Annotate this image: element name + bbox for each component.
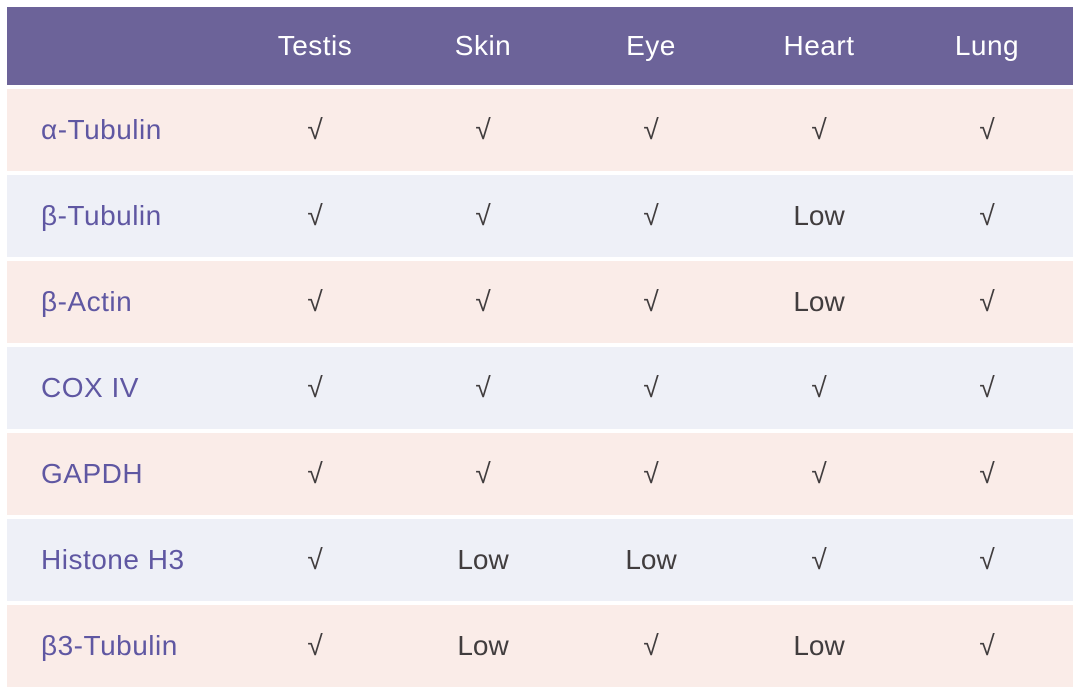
cell-value: √ (811, 458, 827, 489)
cell-value: √ (811, 544, 827, 575)
column-header-testis: Testis (277, 30, 353, 61)
row-label: Histone H3 (41, 544, 185, 575)
cell-value: √ (979, 372, 995, 403)
cell-value: √ (307, 114, 323, 145)
cell-value: √ (475, 200, 491, 231)
cell-value: √ (979, 544, 995, 575)
cell-value: √ (979, 114, 995, 145)
cell-value: Low (457, 630, 509, 661)
cell-value: √ (307, 544, 323, 575)
table-row-beta-tubulin: β-Tubulin √ √ √ Low √ (7, 175, 1073, 257)
cell-value: √ (643, 630, 659, 661)
cell-value: √ (643, 200, 659, 231)
cell-value: √ (811, 114, 827, 145)
cell-value: √ (307, 200, 323, 231)
cell-value: √ (307, 630, 323, 661)
table-row-cox-iv: COX IV √ √ √ √ √ (7, 347, 1073, 429)
cell-value: √ (979, 286, 995, 317)
cell-value: Low (793, 286, 845, 317)
cell-value: √ (475, 372, 491, 403)
table-row-beta3-tubulin: β3-Tubulin √ Low √ Low √ (7, 605, 1073, 687)
cell-value: Low (457, 544, 509, 575)
table-row-gapdh: GAPDH √ √ √ √ √ (7, 433, 1073, 515)
cell-value: √ (811, 372, 827, 403)
column-header-eye: Eye (626, 30, 676, 61)
cell-value: √ (307, 286, 323, 317)
column-header-lung: Lung (954, 30, 1020, 61)
cell-value: Low (793, 200, 845, 231)
cell-value: √ (475, 458, 491, 489)
column-header-skin: Skin (454, 30, 512, 61)
table-row-beta-actin: β-Actin √ √ √ Low √ (7, 261, 1073, 343)
row-label: COX IV (41, 372, 139, 403)
cell-value: √ (307, 372, 323, 403)
header-row: Testis Skin Eye Heart Lung (7, 7, 1073, 85)
cell-value: √ (643, 114, 659, 145)
cell-value: √ (643, 372, 659, 403)
cell-value: √ (307, 458, 323, 489)
column-header-heart: Heart (783, 30, 855, 61)
tissue-expression-table: Testis Skin Eye Heart Lung α-Tubulin √ √… (7, 7, 1073, 687)
cell-value: Low (793, 630, 845, 661)
cell-value: √ (643, 458, 659, 489)
cell-value: Low (625, 544, 677, 575)
row-label: β3-Tubulin (41, 630, 178, 661)
row-label: GAPDH (41, 458, 144, 489)
cell-value: √ (643, 286, 659, 317)
row-label: β-Tubulin (41, 200, 162, 231)
table-row-alpha-tubulin: α-Tubulin √ √ √ √ √ (7, 89, 1073, 171)
cell-value: √ (979, 630, 995, 661)
cell-value: √ (475, 114, 491, 145)
cell-value: √ (475, 286, 491, 317)
table-row-histone-h3: Histone H3 √ Low Low √ √ (7, 519, 1073, 601)
cell-value: √ (979, 458, 995, 489)
cell-value: √ (979, 200, 995, 231)
row-label: β-Actin (41, 286, 133, 317)
row-label: α-Tubulin (41, 114, 162, 145)
